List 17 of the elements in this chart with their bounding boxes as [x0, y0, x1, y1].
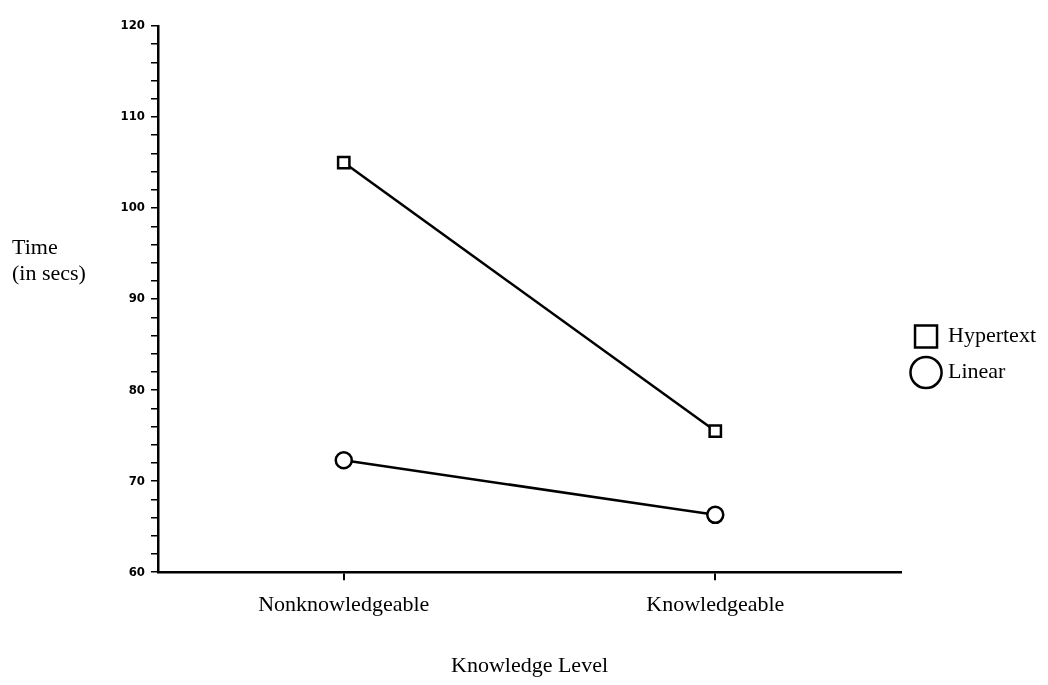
x-tick-label: Nonknowledgeable	[258, 591, 430, 617]
x-tick-label: Knowledgeable	[646, 591, 785, 617]
x-axis-title: Knowledge Level	[451, 651, 609, 677]
point	[706, 505, 725, 525]
point	[336, 155, 351, 170]
legend-label: Linear	[948, 358, 1007, 384]
y-tick-label: 100	[120, 199, 145, 215]
y-tick-label: 90	[128, 290, 145, 306]
y-tick-label: 60	[128, 563, 145, 579]
legend-label: Hypertext	[948, 322, 1036, 348]
y-axis-title: Time (in secs)	[12, 234, 86, 286]
point	[334, 450, 354, 470]
y-tick-label: 110	[120, 108, 145, 124]
point	[708, 424, 723, 439]
y-tick-label: 70	[128, 472, 145, 488]
y-tick-label: 80	[128, 381, 145, 397]
y-tick-label: 120	[120, 17, 145, 33]
